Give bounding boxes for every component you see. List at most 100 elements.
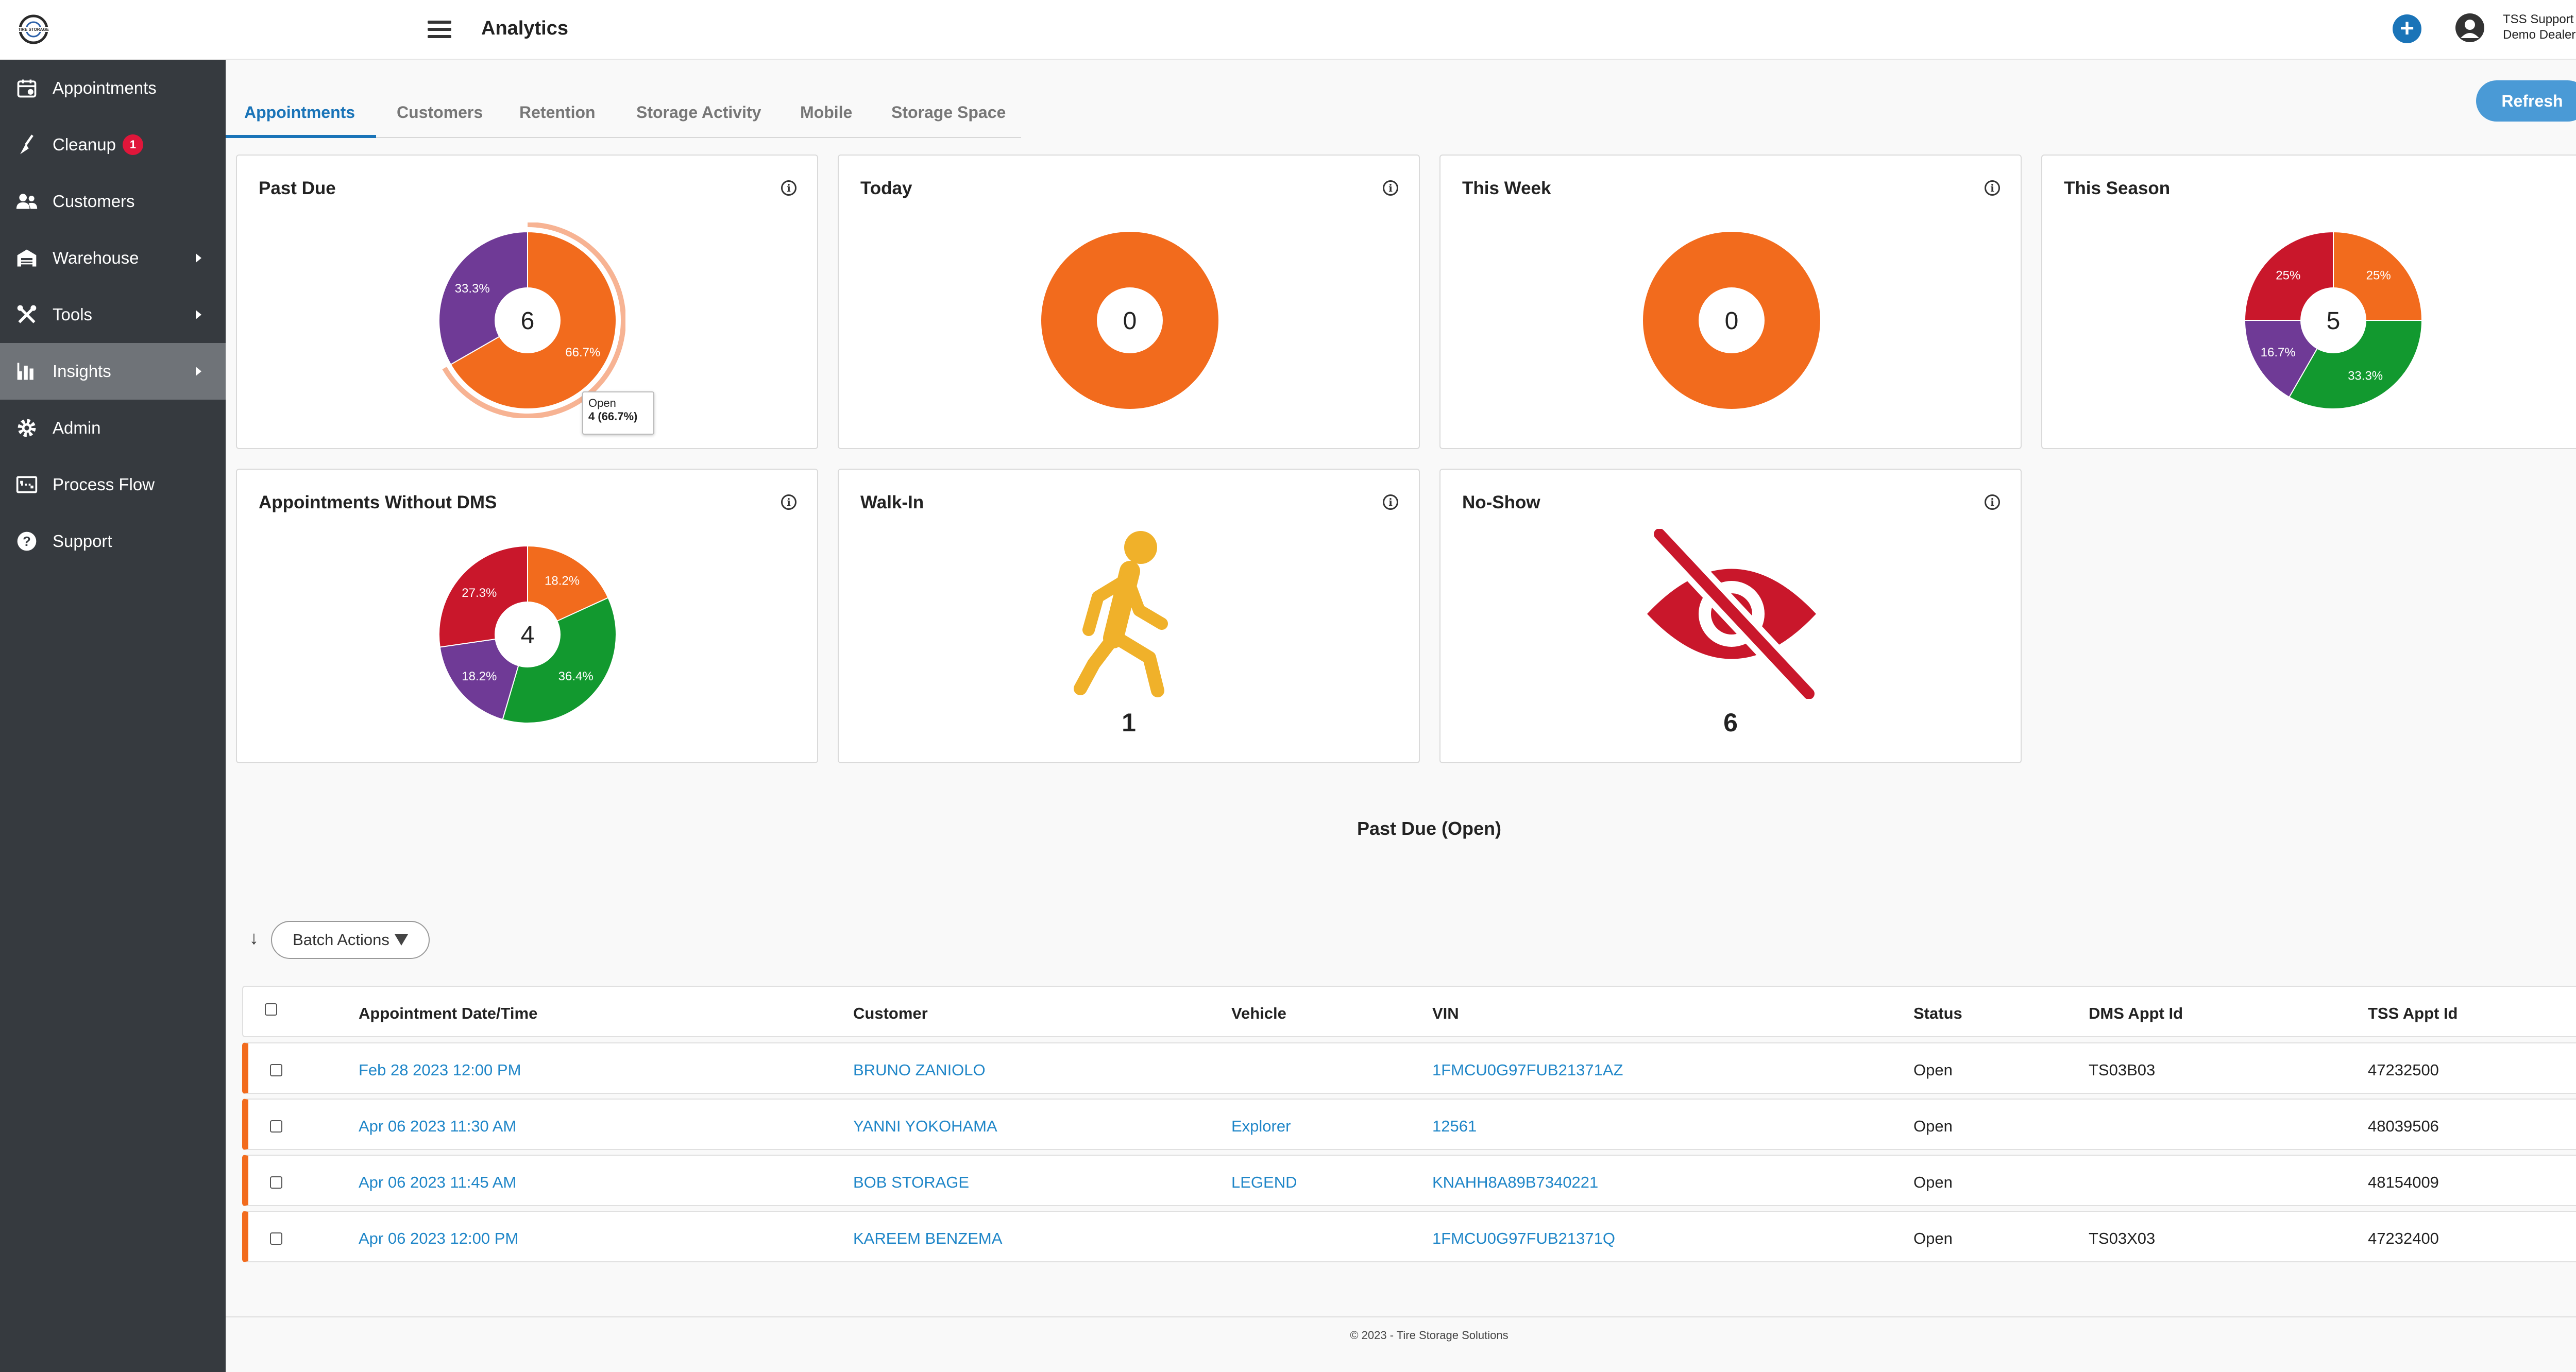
vehicle-link[interactable]: LEGEND: [1231, 1173, 1297, 1191]
section-title: Past Due (Open): [1357, 818, 1502, 839]
batch-actions-button[interactable]: Batch Actions: [271, 921, 430, 959]
without-dms-donut-chart[interactable]: 18.2% 36.4% 18.2% 27.3% 4: [430, 537, 625, 732]
customer-link[interactable]: BRUNO ZANIOLO: [853, 1061, 986, 1079]
column-header-date[interactable]: Appointment Date/Time: [359, 1004, 538, 1022]
card-title: Past Due: [259, 178, 336, 198]
chart-icon: [14, 359, 39, 384]
slice-label: 33.3%: [455, 282, 490, 296]
vin-link[interactable]: 1FMCU0G97FUB21371AZ: [1432, 1061, 1623, 1079]
tab-storage-activity[interactable]: Storage Activity: [636, 103, 761, 122]
vin-link[interactable]: 12561: [1432, 1117, 1477, 1135]
logo-area: TIRE STORAGE: [0, 0, 226, 60]
appointment-date-link[interactable]: Apr 06 2023 11:30 AM: [359, 1117, 517, 1135]
this-week-donut-chart[interactable]: 0: [1634, 222, 1829, 418]
user-avatar-icon[interactable]: [2455, 13, 2484, 42]
card-title: No-Show: [1462, 492, 1540, 512]
sidebar-item-customers[interactable]: Customers: [0, 173, 226, 230]
card-title: This Season: [2064, 178, 2171, 198]
sidebar-item-appointments[interactable]: Appointments: [0, 60, 226, 116]
slice-label: 16.7%: [2261, 346, 2296, 359]
tab-appointments[interactable]: Appointments: [244, 103, 355, 122]
tab-retention[interactable]: Retention: [519, 103, 596, 122]
table-row: Apr 06 2023 12:00 PM KAREEM BENZEMA 1FMC…: [242, 1211, 2576, 1262]
add-button[interactable]: +: [2393, 14, 2421, 43]
info-icon[interactable]: i: [1383, 180, 1398, 196]
card-walk-in[interactable]: Walk-In i 1: [838, 469, 1420, 763]
card-title: Appointments Without DMS: [259, 492, 497, 512]
vehicle-link[interactable]: Explorer: [1231, 1117, 1291, 1135]
donut-center: [495, 602, 561, 667]
appointment-date-link[interactable]: Apr 06 2023 11:45 AM: [359, 1173, 517, 1191]
sidebar-item-warehouse[interactable]: Warehouse: [0, 230, 226, 286]
column-header-tss-appt-id[interactable]: TSS Appt Id: [2368, 1004, 2458, 1022]
user-dealer: Demo Dealer (10): [2503, 28, 2576, 42]
table-row: Apr 06 2023 11:30 AM YANNI YOKOHAMA Expl…: [242, 1099, 2576, 1150]
donut-center-value: 5: [2327, 307, 2341, 335]
info-icon[interactable]: i: [781, 494, 796, 510]
card-past-due[interactable]: Past Due i 66.7% 33.3% 6 Open 4 (66.7%): [236, 155, 818, 449]
table-header: Appointment Date/Time Customer Vehicle V…: [242, 986, 2576, 1037]
eye-slash-icon: [1647, 529, 1819, 699]
vin-link[interactable]: KNAHH8A89B7340221: [1432, 1173, 1599, 1191]
card-this-season[interactable]: This Season i 25%33.3%16.7%25%5: [2041, 155, 2576, 449]
sidebar-item-cleanup[interactable]: Cleanup 1: [0, 116, 226, 173]
info-icon[interactable]: i: [1985, 494, 2000, 510]
info-icon[interactable]: i: [1985, 180, 2000, 196]
chevron-right-icon: [196, 367, 201, 376]
sidebar-item-label: Tools: [53, 305, 93, 324]
batch-actions-label: Batch Actions: [293, 931, 389, 949]
row-checkbox[interactable]: [270, 1064, 282, 1076]
sidebar-item-tools[interactable]: Tools: [0, 286, 226, 343]
tooltip-label: Open: [588, 397, 616, 409]
tab-storage-space[interactable]: Storage Space: [891, 103, 1006, 122]
donut-center: [2300, 287, 2366, 353]
vin-link[interactable]: 1FMCU0G97FUB21371Q: [1432, 1229, 1615, 1247]
sidebar-item-process-flow[interactable]: Process Flow: [0, 456, 226, 513]
tab-customers[interactable]: Customers: [397, 103, 483, 122]
card-this-week[interactable]: This Week i 0: [1439, 155, 2022, 449]
tss-appt-id-cell: 47232400: [2368, 1229, 2439, 1247]
menu-icon[interactable]: [428, 21, 451, 38]
card-today[interactable]: Today i 0: [838, 155, 1420, 449]
tab-mobile[interactable]: Mobile: [800, 103, 853, 122]
customer-link[interactable]: YANNI YOKOHAMA: [853, 1117, 997, 1135]
info-icon[interactable]: i: [1383, 494, 1398, 510]
donut-center-value: 4: [521, 622, 535, 649]
past-due-donut-chart[interactable]: 66.7% 33.3% 6: [430, 222, 625, 418]
row-checkbox[interactable]: [270, 1120, 282, 1133]
appointment-date-link[interactable]: Feb 28 2023 12:00 PM: [359, 1061, 521, 1079]
no-show-count: 6: [1723, 708, 1738, 737]
sidebar-item-insights[interactable]: Insights: [0, 343, 226, 400]
card-no-show[interactable]: No-Show i 6: [1439, 469, 2022, 763]
this-season-donut-chart[interactable]: 25% 33.3% 16.7% 25% 5: [2235, 222, 2431, 418]
slice-label: 18.2%: [545, 574, 580, 588]
slice-label: 25%: [2366, 268, 2391, 282]
row-checkbox[interactable]: [270, 1176, 282, 1189]
broom-icon: [14, 132, 39, 157]
customer-link[interactable]: BOB STORAGE: [853, 1173, 970, 1191]
appointment-date-link[interactable]: Apr 06 2023 12:00 PM: [359, 1229, 519, 1247]
slice-hover-halo: [442, 222, 625, 418]
status-cell: Open: [1913, 1061, 1953, 1079]
sidebar-item-support[interactable]: ? Support: [0, 513, 226, 570]
column-header-vin[interactable]: VIN: [1432, 1004, 1459, 1022]
column-header-status[interactable]: Status: [1913, 1004, 1962, 1022]
column-header-vehicle[interactable]: Vehicle: [1231, 1004, 1286, 1022]
active-tab-indicator: [226, 135, 376, 138]
sidebar-item-admin[interactable]: Admin: [0, 400, 226, 456]
column-header-dms-appt-id[interactable]: DMS Appt Id: [2089, 1004, 2183, 1022]
pie-slice[interactable]: [502, 597, 617, 724]
sidebar-item-label: Insights: [53, 362, 111, 381]
sort-icon[interactable]: ↓: [249, 927, 259, 948]
row-checkbox[interactable]: [270, 1232, 282, 1245]
refresh-button[interactable]: Refresh: [2476, 80, 2576, 122]
customer-link[interactable]: KAREEM BENZEMA: [853, 1229, 1003, 1247]
today-donut-chart[interactable]: 0: [1032, 222, 1228, 418]
warehouse-icon: [14, 246, 39, 270]
info-icon[interactable]: i: [781, 180, 796, 196]
column-header-customer[interactable]: Customer: [853, 1004, 928, 1022]
card-appointments-without-dms[interactable]: Appointments Without DMS i 18.2% 36.4% 18.…: [236, 469, 818, 763]
select-all-checkbox[interactable]: [265, 1003, 277, 1016]
tools-icon: [14, 302, 39, 327]
brand-logo[interactable]: TIRE STORAGE: [11, 13, 56, 45]
